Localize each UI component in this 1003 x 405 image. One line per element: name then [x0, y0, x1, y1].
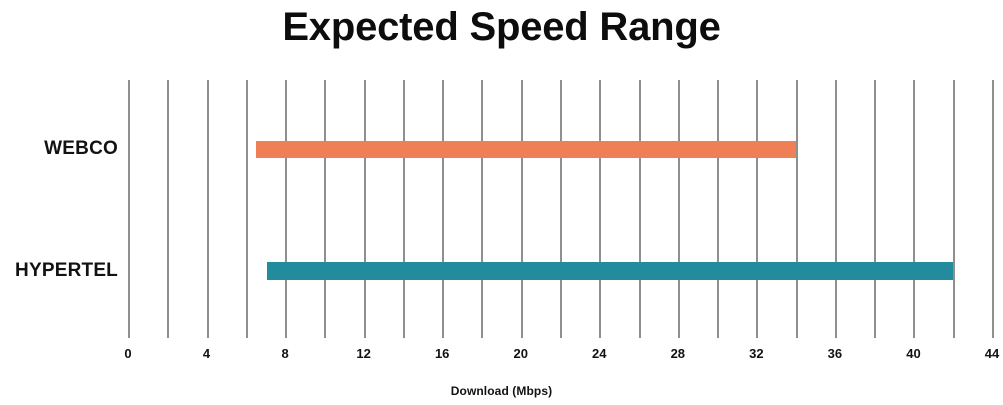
category-label-hypertel: HYPERTEL [15, 260, 118, 281]
gridline [874, 80, 877, 338]
x-axis-title: Download (Mbps) [450, 384, 553, 398]
gridlines-layer [128, 80, 994, 338]
gridline [913, 80, 916, 338]
gridline [717, 80, 720, 338]
page-title: Expected Speed Range [282, 5, 721, 49]
category-label-webco: WEBCO [44, 138, 118, 159]
gridline [128, 80, 130, 338]
x-tick-label: 24 [592, 346, 607, 361]
x-tick-label: 44 [984, 346, 1000, 361]
x-tick-label: 8 [281, 346, 289, 361]
gridline [638, 80, 641, 338]
x-tick-label: 28 [670, 346, 686, 361]
x-tick-label: 36 [827, 346, 843, 361]
gridline [324, 80, 327, 338]
x-tick-label: 16 [434, 346, 450, 361]
gridline [599, 80, 602, 338]
gridline [167, 80, 170, 338]
range-bar-hypertel[interactable] [267, 262, 953, 280]
gridline [834, 80, 837, 338]
x-tick-label: 4 [202, 346, 211, 361]
gridline [442, 80, 445, 338]
range-bar-webco[interactable] [255, 141, 796, 158]
x-tick-label: 40 [906, 346, 921, 361]
x-tick-label: 12 [356, 346, 371, 361]
gridline [245, 80, 248, 338]
gridline [285, 80, 288, 338]
gridline [402, 80, 405, 338]
x-tick-label: 0 [124, 346, 132, 361]
gridline [952, 80, 955, 338]
gridline [992, 80, 994, 338]
gridline [520, 80, 523, 338]
gridline [363, 80, 366, 338]
x-tick-label: 20 [513, 346, 528, 361]
gridline [206, 80, 209, 338]
x-tick-label: 32 [749, 346, 764, 361]
gridline [677, 80, 680, 338]
gridline [795, 80, 798, 338]
gridline [481, 80, 484, 338]
gridline [560, 80, 562, 338]
gridline [756, 80, 759, 338]
